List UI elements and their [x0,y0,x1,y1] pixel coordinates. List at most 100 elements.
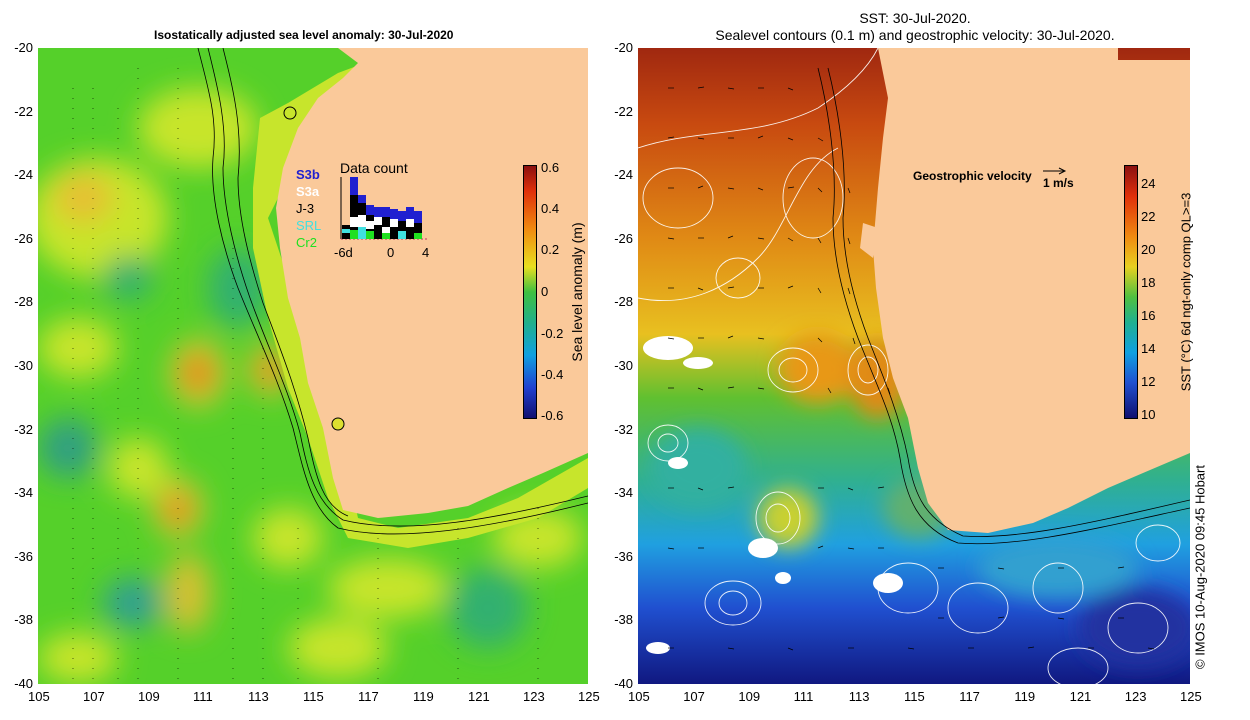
inset-legend: S3b S3a J-3 SRL Cr2 [296,166,321,251]
left-cb-tick: 0.2 [541,242,560,257]
inset-tick-neg6d: -6d [334,245,353,260]
right-cb-tick: 24 [1141,176,1156,191]
right-cb-tick: 22 [1141,209,1156,224]
right-colorbar [1124,165,1138,419]
australia-landmass [873,48,1190,533]
left-x-axis-tick: 123 [523,689,545,704]
left-y-axis-tick: -22 [14,103,33,119]
right-y-axis-tick: -28 [614,294,633,310]
right-x-axis-tick: 111 [793,689,814,704]
left-cb-tick: -0.2 [541,326,564,341]
right-cb-tick: 10 [1141,407,1156,422]
tide-gauge-marker [283,106,297,120]
right-x-axis-tick: 121 [1069,689,1092,704]
left-x-axis-tick: 115 [303,689,324,704]
left-colorbar-ticks: 0.6 0.4 0.2 0 -0.2 -0.4 -0.6 [541,160,581,425]
right-y-axis-tick: -22 [614,103,633,119]
left-x-axis-tick: 107 [83,689,105,704]
left-y-axis-tick: -34 [14,485,33,501]
australia-landmass [276,48,588,518]
right-y-axis-tick: -34 [614,485,633,501]
legend-srl: SRL [296,218,322,233]
tide-gauge-marker [331,417,345,431]
right-x-axis-tick: 117 [959,689,980,704]
left-y-axis-tick: -24 [14,167,33,183]
right-x-axis-tick: 105 [628,689,650,704]
left-y-axis-tick: -28 [14,294,33,310]
right-sst-map [638,48,1190,684]
right-map-svg [638,48,1190,684]
left-sla-map [38,48,588,684]
right-cb-tick: 18 [1141,275,1156,290]
left-cb-tick: 0.6 [541,160,560,175]
legend-s3b: S3b [296,167,320,182]
right-x-axis-tick: 107 [683,689,705,704]
left-colorbar [523,165,537,419]
legend-s3a: S3a [296,184,320,199]
right-y-axis-tick: -38 [614,612,633,628]
cloud-mask [643,336,903,654]
right-y-axis-tick: -36 [614,548,633,564]
left-y-axis-tick: -38 [14,612,33,628]
sst-features [648,333,1190,668]
right-x-axis-tick: 125 [1180,689,1202,704]
velocity-scale-label: 1 m/s [1043,176,1074,190]
right-x-axis-tick: 119 [1014,689,1036,704]
left-cb-tick: 0.4 [541,201,560,216]
inset-data-count-chart [340,177,428,241]
inset-tick-0: 0 [387,245,395,260]
right-cb-tick: 20 [1141,242,1156,257]
velocity-scale-arrow-icon [1043,167,1067,175]
right-cb-tick: 16 [1141,308,1156,323]
velocity-legend-label: Geostrophic velocity [913,169,1032,183]
left-y-axis-tick: -36 [14,548,33,564]
left-y-axis-tick: -32 [14,421,33,437]
right-cb-tick: 14 [1141,341,1156,356]
left-x-axis-tick: 125 [578,689,600,704]
right-y-axis-tick: -20 [614,40,633,55]
left-x-axis-tick: 117 [358,689,379,704]
bathymetry-contours [197,48,588,535]
left-y-axis-tick: -20 [14,40,33,55]
peninsula [860,223,878,258]
right-y-axis-tick: -26 [614,230,633,246]
inset-title: Data count [340,160,408,176]
geostrophic-velocity-arrows [667,86,1155,651]
right-map-title-line2: Sealevel contours (0.1 m) and geostrophi… [715,27,1115,43]
sea-level-contours [638,48,1181,684]
bathymetry-contours [817,67,1190,545]
left-cb-tick: -0.4 [541,367,564,382]
right-cb-tick: 12 [1141,374,1156,389]
legend-j3: J-3 [296,201,315,216]
right-x-axis-tick: 115 [904,689,925,704]
right-x-axis-tick: 113 [848,689,870,704]
inset-tick-4: 4 [422,245,430,260]
right-y-axis-tick: -30 [614,358,633,373]
altimeter-tracks [72,68,539,684]
left-cb-tick: -0.6 [541,408,564,423]
left-cb-tick: 0 [541,284,549,299]
left-x-axis-tick: 119 [413,689,434,704]
left-x-axis-tick: 105 [28,689,50,704]
right-y-axis-tick: -40 [614,676,633,691]
left-x-axis-tick: 121 [468,689,490,704]
right-y-axis-tick: -24 [614,167,633,183]
right-colorbar-ticks: 24 22 20 18 16 14 12 10 [1141,176,1171,426]
right-x-axis-tick: 123 [1124,689,1147,704]
legend-cr2: Cr2 [296,235,317,250]
right-y-axis-tick: -32 [614,421,633,437]
left-y-axis-tick: -30 [14,358,33,373]
credit-text: © IMOS 10-Aug-2020 09:45 Hobart [1192,465,1208,669]
right-colorbar-label: SST (°C) 6d ngt-only comp QL>=3 [1178,192,1194,392]
left-x-axis-tick: 109 [138,689,160,704]
left-y-axis-tick: -40 [14,676,33,691]
left-map-title: Isostatically adjusted sea level anomaly… [154,28,454,42]
left-y-axis-tick: -26 [14,230,33,246]
left-map-svg [38,48,588,684]
inset-bars [342,177,422,239]
sla-anomaly-field [38,88,583,683]
right-map-title-line1: SST: 30-Jul-2020. [859,10,971,26]
right-x-axis-tick: 109 [738,689,761,704]
left-x-axis-tick: 111 [193,689,213,704]
left-x-axis-tick: 113 [248,689,269,704]
